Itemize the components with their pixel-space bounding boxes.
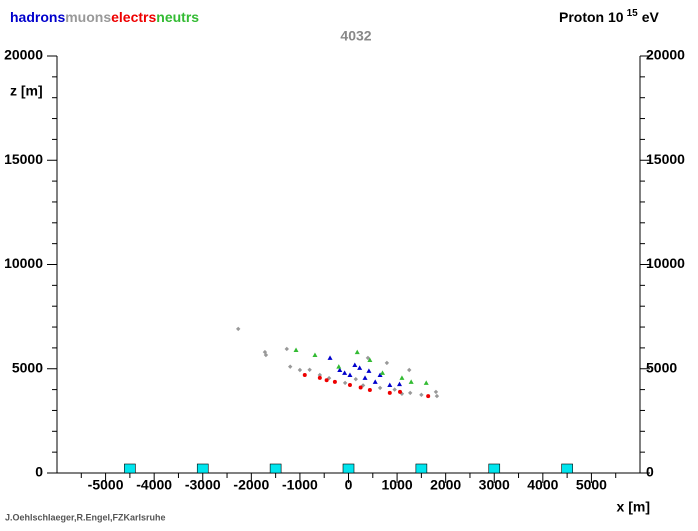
point	[352, 362, 358, 367]
chart-title: Proton 10 15 eV	[559, 8, 659, 25]
detector	[415, 463, 428, 474]
x-tick-label: 2000	[430, 477, 461, 493]
x-tick-label: 0	[345, 477, 353, 493]
point	[347, 372, 353, 378]
x-tick-label: -4000	[136, 477, 172, 493]
point	[353, 376, 358, 382]
detector	[269, 463, 282, 474]
point	[367, 388, 372, 393]
point	[312, 352, 318, 357]
y-tick-label: 10000	[4, 255, 43, 271]
point	[342, 380, 348, 386]
point	[397, 381, 403, 387]
point	[426, 394, 431, 399]
point	[236, 326, 241, 332]
point	[399, 375, 405, 380]
point	[372, 379, 378, 384]
point	[419, 392, 424, 398]
point	[387, 382, 393, 388]
x-tick-label: 5000	[576, 477, 607, 493]
y-tick-label-right: 10000	[646, 255, 685, 271]
title-exponent: 15	[627, 8, 639, 19]
detector	[561, 463, 573, 474]
detector	[196, 463, 209, 474]
point	[366, 368, 372, 373]
point	[434, 393, 440, 399]
point	[302, 373, 307, 378]
x-axis-label: x [m]	[617, 499, 650, 515]
legend: hadronsmuonselectrsneutrs	[10, 9, 199, 25]
point	[397, 389, 402, 394]
title-unit: eV	[642, 9, 660, 25]
point	[317, 372, 323, 378]
y-tick-label: 15000	[4, 151, 43, 167]
point	[365, 355, 371, 361]
y-tick-label-right: 20000	[646, 47, 685, 63]
point	[392, 387, 397, 392]
detector	[488, 463, 501, 474]
legend-entry: neutrs	[156, 9, 199, 25]
point	[358, 385, 363, 390]
y-tick-label: 5000	[12, 359, 43, 375]
point	[263, 352, 269, 358]
point	[284, 346, 289, 352]
point	[433, 389, 439, 395]
point	[324, 378, 329, 383]
x-tick-label: -1000	[282, 477, 318, 493]
point	[342, 370, 348, 375]
y-tick-label-right: 15000	[646, 151, 685, 167]
point	[387, 390, 392, 395]
detector	[342, 463, 355, 474]
title-base: Proton 10	[559, 9, 624, 25]
point	[297, 367, 303, 373]
x-tick-label: 4000	[527, 477, 558, 493]
point	[377, 385, 383, 391]
point	[362, 375, 368, 380]
point	[377, 372, 383, 378]
detector	[124, 463, 136, 474]
y-tick-label-right: 5000	[646, 359, 677, 375]
y-tick-label-right: 0	[646, 464, 654, 480]
legend-entry: hadrons	[10, 9, 65, 25]
y-axis-label: z [m]	[10, 83, 43, 99]
point	[307, 367, 312, 372]
point	[317, 375, 322, 380]
point	[336, 364, 342, 369]
x-tick-label: -3000	[185, 477, 221, 493]
point	[380, 370, 386, 375]
x-tick-label: 3000	[479, 477, 510, 493]
point	[347, 383, 352, 388]
point	[423, 380, 429, 385]
point	[293, 347, 299, 352]
footer: J.Oehlschlaeger,R.Engel,FZKarlsruhe	[5, 512, 166, 522]
point	[327, 355, 333, 360]
point	[337, 367, 343, 373]
x-tick-label: -2000	[233, 477, 269, 493]
point	[407, 367, 412, 373]
point	[354, 349, 360, 355]
legend-entry: muons	[65, 9, 111, 25]
legend-entry: electrs	[111, 9, 156, 25]
chart-subtitle: 4032	[340, 28, 371, 44]
point	[332, 379, 337, 384]
y-tick-label: 0	[35, 464, 43, 480]
point	[357, 365, 363, 370]
x-tick-label: 1000	[382, 477, 413, 493]
point	[367, 357, 373, 362]
point	[384, 360, 390, 366]
point	[408, 390, 413, 396]
x-tick-label: -5000	[88, 477, 124, 493]
point	[408, 379, 414, 384]
point	[288, 364, 293, 369]
y-tick-label: 20000	[4, 47, 43, 63]
